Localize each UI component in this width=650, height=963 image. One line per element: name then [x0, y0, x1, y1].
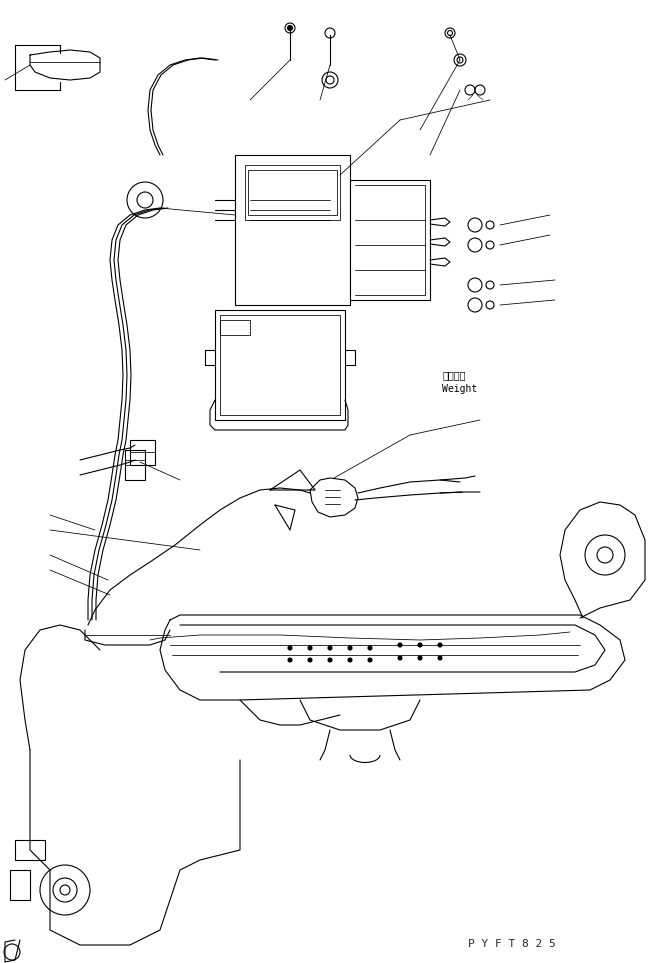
Bar — [220, 315, 340, 415]
Circle shape — [368, 658, 372, 662]
Circle shape — [398, 643, 402, 647]
Bar — [215, 310, 345, 420]
Circle shape — [328, 646, 332, 650]
Bar — [130, 440, 155, 465]
Circle shape — [308, 658, 312, 662]
Circle shape — [308, 646, 312, 650]
Circle shape — [398, 656, 402, 660]
Circle shape — [418, 643, 422, 647]
Circle shape — [348, 646, 352, 650]
Bar — [220, 320, 250, 335]
Text: Weight: Weight — [442, 384, 477, 395]
Text: P Y F T 8 2 5: P Y F T 8 2 5 — [468, 939, 556, 949]
Circle shape — [438, 656, 442, 660]
Circle shape — [288, 658, 292, 662]
Circle shape — [328, 658, 332, 662]
Bar — [235, 155, 350, 305]
Bar — [245, 165, 340, 220]
Bar — [15, 840, 45, 860]
Bar — [10, 870, 30, 900]
Circle shape — [287, 25, 292, 31]
Bar — [125, 450, 145, 480]
Bar — [350, 180, 430, 300]
Text: ウエイト: ウエイト — [442, 371, 465, 380]
Circle shape — [288, 646, 292, 650]
Circle shape — [418, 656, 422, 660]
Bar — [248, 170, 337, 215]
Circle shape — [438, 643, 442, 647]
Circle shape — [368, 646, 372, 650]
Circle shape — [348, 658, 352, 662]
